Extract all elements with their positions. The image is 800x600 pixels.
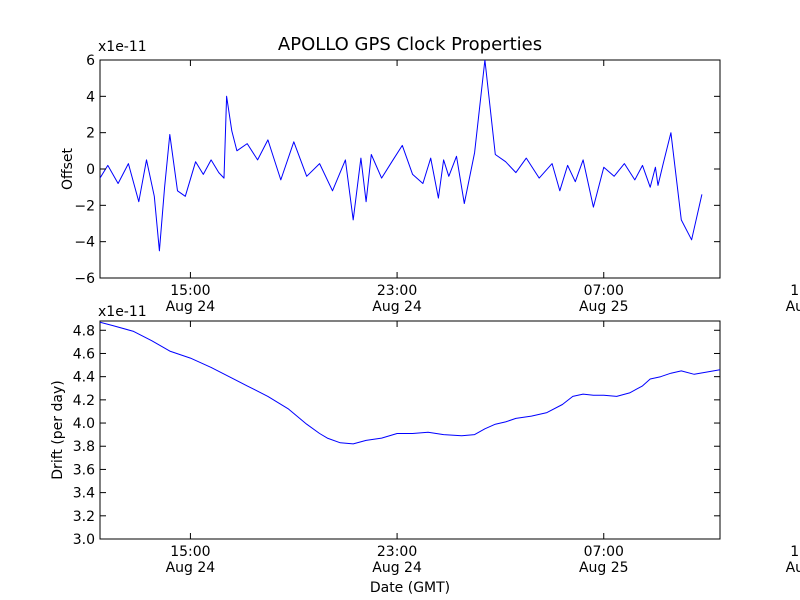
offset-y-multiplier: x1e-11 bbox=[98, 39, 147, 55]
chart-title: APOLLO GPS Clock Properties bbox=[278, 34, 542, 55]
drift-y-tick-label: 3.8 bbox=[73, 439, 95, 455]
offset-plot-area bbox=[100, 60, 703, 252]
drift-y-tick-label: 4.6 bbox=[73, 346, 95, 362]
drift-y-tick-label: 3.0 bbox=[73, 532, 95, 548]
offset-y-tick-label: −4 bbox=[74, 235, 95, 251]
offset-x-tick-time-label: 15:00 bbox=[790, 283, 800, 299]
offset-chart: APOLLO GPS Clock Properties −6 −4 −2 0 2 4 6 1… bbox=[60, 34, 800, 315]
offset-x-tick-time-label: 07:00 bbox=[584, 283, 624, 299]
offset-x-tick-date-label: Aug 24 bbox=[166, 299, 216, 315]
offset-y-tick-label: 4 bbox=[86, 89, 95, 105]
drift-y-tick-label: 4.4 bbox=[73, 370, 95, 386]
offset-x-tick-date-label: Aug 25 bbox=[579, 299, 629, 315]
offset-y-axis-label: Offset bbox=[60, 147, 76, 190]
drift-x-tick-date-label: Aug 25 bbox=[579, 560, 629, 576]
drift-x-tick-time-label: 15:00 bbox=[170, 544, 210, 560]
offset-x-tick-date-label: Aug 24 bbox=[372, 299, 422, 315]
offset-y-tick-label: 6 bbox=[86, 53, 95, 69]
offset-x-tick-time-label: 23:00 bbox=[377, 283, 417, 299]
drift-y-tick-label: 4.8 bbox=[73, 323, 95, 339]
offset-axes-frame bbox=[99, 59, 721, 279]
drift-y-axis-label: Drift (per day) bbox=[50, 380, 66, 479]
drift-chart: 3.03.23.43.63.84.04.24.44.64.8 15:00Aug … bbox=[50, 304, 800, 596]
offset-y-axis: −6 −4 −2 0 2 4 6 bbox=[74, 53, 720, 287]
drift-y-tick-label: 3.2 bbox=[73, 509, 95, 525]
drift-x-axis-label: Date (GMT) bbox=[370, 580, 450, 596]
drift-plot-area bbox=[100, 321, 720, 445]
drift-x-tick-date-label: Aug 24 bbox=[166, 560, 216, 576]
drift-axes-frame bbox=[99, 320, 721, 540]
drift-y-tick-label: 3.6 bbox=[73, 462, 95, 478]
offset-x-tick-time-label: 15:00 bbox=[170, 283, 210, 299]
offset-y-tick-label: 2 bbox=[86, 126, 95, 142]
drift-series-line bbox=[100, 321, 720, 445]
offset-x-tick-date-label: Aug 25 bbox=[786, 299, 800, 315]
drift-y-axis: 3.0 3.2 3.4 3.6 3.8 4.0 4.2 4.4 4.6 4.8 bbox=[73, 323, 720, 548]
drift-x-tick-date-label: Aug 25 bbox=[786, 560, 800, 576]
drift-y-tick-label: 4.2 bbox=[73, 393, 95, 409]
drift-x-tick-time-label: 15:00 bbox=[790, 544, 800, 560]
drift-y-tick-label: 4.0 bbox=[73, 416, 95, 432]
drift-x-tick-time-label: 07:00 bbox=[584, 544, 624, 560]
drift-x-tick-date-label: Aug 24 bbox=[372, 560, 422, 576]
offset-y-tick-label: −2 bbox=[74, 198, 95, 214]
offset-y-tick-label: 0 bbox=[86, 162, 95, 178]
drift-x-tick-time-label: 23:00 bbox=[377, 544, 417, 560]
offset-y-tick-label: −6 bbox=[74, 271, 95, 287]
drift-y-multiplier: x1e-11 bbox=[98, 304, 147, 320]
offset-series-line bbox=[100, 60, 703, 252]
drift-y-tick-label: 3.4 bbox=[73, 486, 95, 502]
